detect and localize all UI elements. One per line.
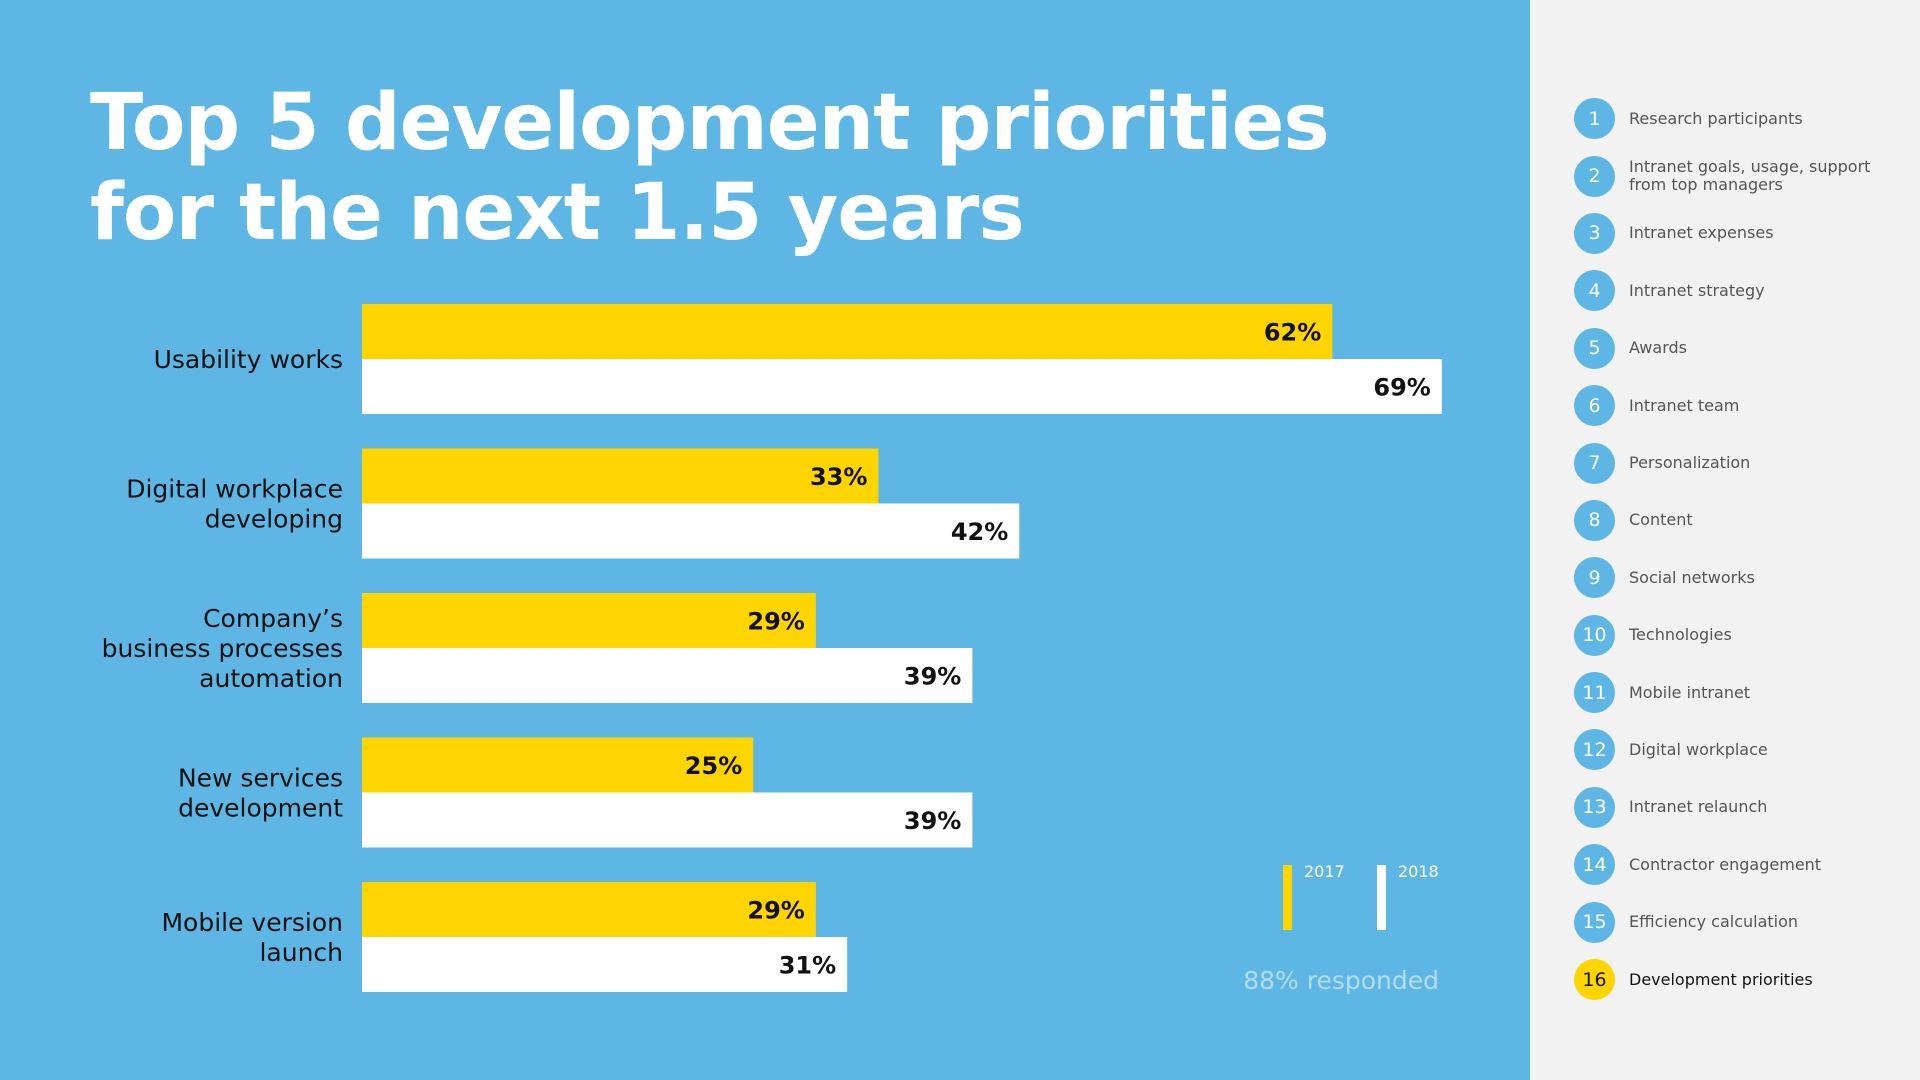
sidebar-item-label: Development priorities: [1629, 969, 1813, 989]
category-label-line: New services: [178, 764, 343, 793]
sidebar-item-7[interactable]: 7 Personalization: [1574, 434, 1914, 491]
bar-digital-workplace-developing-2018: [362, 503, 1020, 559]
legend-swatch-2017: [1283, 865, 1292, 930]
value-label-digital-workplace-developing-2017: 33%: [810, 463, 867, 491]
category-label-line: Company’s: [203, 604, 343, 633]
sidebar-item-9[interactable]: 9 Social networks: [1574, 549, 1914, 606]
sidebar-item-label: Awards: [1629, 338, 1687, 358]
category-label-line: automation: [199, 664, 343, 693]
legend-swatch-2018: [1377, 865, 1386, 930]
responded-note: 88% responded: [1243, 966, 1439, 995]
category-label-new-services-development: New services development: [178, 764, 343, 823]
sidebar-nav: 1 Research participants 2 Intranet goals, u…: [1574, 90, 1914, 1008]
sidebar-item-10[interactable]: 10 Technologies: [1574, 607, 1914, 664]
category-label-line: Digital workplace: [126, 475, 343, 504]
sidebar-item-15[interactable]: 15 Efficiency calculation: [1574, 893, 1914, 950]
main-panel: 62% 69% Usability works 33% 42% Digital workp…: [0, 0, 1530, 1080]
category-label-line: Usability works: [154, 345, 343, 374]
category-label-digital-workplace-developing: Digital workplace developing: [126, 475, 343, 534]
bar-chart: 62% 69% Usability works 33% 42% Digital workp…: [102, 304, 1442, 992]
bar-mobile-version-launch-2018: [362, 937, 848, 992]
bar-usability-works-2017: [362, 304, 1333, 359]
sidebar-item-number: 12: [1574, 729, 1615, 771]
title-line-2: for the next 1.5 years: [90, 168, 1025, 258]
category-label-line: developing: [205, 505, 343, 534]
sidebar-item-label: Social networks: [1629, 567, 1755, 587]
value-label-new-services-development-2018: 39%: [904, 807, 961, 835]
sidebar-item-label: Intranet relaunch: [1629, 797, 1768, 817]
sidebar-item-label: Content: [1629, 510, 1693, 530]
legend-label-2017: 2017: [1304, 862, 1345, 881]
sidebar-item-11[interactable]: 11 Mobile intranet: [1574, 664, 1914, 721]
sidebar-item-label: Mobile intranet: [1629, 682, 1751, 702]
sidebar-item-label: Intranet expenses: [1629, 223, 1774, 243]
sidebar-item-3[interactable]: 3 Intranet expenses: [1574, 205, 1914, 262]
value-label-usability-works-2017: 62%: [1264, 319, 1321, 347]
bar-new-services-development-2018: [362, 792, 973, 848]
value-label-digital-workplace-developing-2018: 42%: [951, 518, 1008, 546]
sidebar-item-number: 4: [1574, 270, 1615, 312]
sidebar-item-number: 16: [1574, 959, 1615, 1001]
sidebar: 1 Research participants 2 Intranet goals, u…: [1530, 0, 1920, 1080]
category-label-company-s-business-processes-automation: Company’s business processes automation: [102, 604, 343, 693]
value-label-new-services-development-2017: 25%: [685, 752, 742, 780]
bar-mobile-version-launch-2017: [362, 882, 816, 937]
sidebar-item-number: 2: [1574, 155, 1615, 197]
sidebar-item-4[interactable]: 4 Intranet strategy: [1574, 262, 1914, 319]
category-label-usability-works: Usability works: [154, 345, 343, 374]
sidebar-item-label: Technologies: [1629, 625, 1732, 645]
sidebar-item-number: 1: [1574, 98, 1615, 140]
page-title: Top 5 development priorities for the nex…: [90, 78, 1390, 258]
sidebar-item-number: 5: [1574, 327, 1615, 369]
value-label-mobile-version-launch-2018: 31%: [779, 952, 836, 980]
sidebar-item-16[interactable]: 16 Development priorities: [1574, 951, 1914, 1008]
sidebar-item-2[interactable]: 2 Intranet goals, usage, support from top…: [1574, 147, 1914, 204]
value-label-company-s-business-processes-automation-2018: 39%: [904, 663, 961, 691]
bar-new-services-development-2017: [362, 737, 754, 793]
category-label-line: Mobile version: [161, 908, 343, 937]
bar-usability-works-2018: [362, 359, 1442, 414]
sidebar-item-label: Digital workplace: [1629, 739, 1768, 759]
value-label-company-s-business-processes-automation-2017: 29%: [747, 608, 804, 636]
value-label-usability-works-2018: 69%: [1373, 374, 1430, 402]
sidebar-item-number: 13: [1574, 786, 1615, 828]
sidebar-item-label: Personalization: [1629, 453, 1751, 473]
sidebar-item-6[interactable]: 6 Intranet team: [1574, 377, 1914, 434]
category-label-line: business processes: [102, 634, 343, 663]
sidebar-item-number: 10: [1574, 614, 1615, 656]
sidebar-item-label: Contractor engagement: [1629, 854, 1822, 874]
sidebar-item-5[interactable]: 5 Awards: [1574, 320, 1914, 377]
value-label-mobile-version-launch-2017: 29%: [747, 897, 804, 925]
sidebar-item-label: Intranet team: [1629, 395, 1740, 415]
legend-label-2018: 2018: [1398, 862, 1439, 881]
category-label-mobile-version-launch: Mobile version launch: [161, 908, 343, 967]
sidebar-item-13[interactable]: 13 Intranet relaunch: [1574, 779, 1914, 836]
sidebar-item-number: 3: [1574, 212, 1615, 254]
sidebar-item-number: 11: [1574, 672, 1615, 714]
bar-company-s-business-processes-automation-2018: [362, 648, 973, 703]
sidebar-item-number: 6: [1574, 385, 1615, 427]
sidebar-item-number: 14: [1574, 844, 1615, 886]
title-line-1: Top 5 development priorities: [90, 78, 1330, 168]
bar-company-s-business-processes-automation-2017: [362, 593, 816, 648]
sidebar-item-number: 15: [1574, 901, 1615, 943]
sidebar-item-number: 9: [1574, 557, 1615, 599]
sidebar-item-number: 7: [1574, 442, 1615, 484]
sidebar-item-number: 8: [1574, 499, 1615, 541]
sidebar-item-label: Intranet strategy: [1629, 280, 1765, 300]
sidebar-item-12[interactable]: 12 Digital workplace: [1574, 721, 1914, 778]
sidebar-item-1[interactable]: 1 Research participants: [1574, 90, 1914, 147]
category-label-line: launch: [259, 938, 343, 967]
sidebar-item-label: Research participants: [1629, 108, 1803, 128]
sidebar-item-8[interactable]: 8 Content: [1574, 492, 1914, 549]
sidebar-item-14[interactable]: 14 Contractor engagement: [1574, 836, 1914, 893]
category-label-line: development: [178, 794, 343, 823]
sidebar-item-label: Intranet goals, usage, support from top …: [1629, 157, 1871, 195]
bar-digital-workplace-developing-2017: [362, 448, 879, 504]
sidebar-item-label: Efficiency calculation: [1629, 912, 1799, 932]
